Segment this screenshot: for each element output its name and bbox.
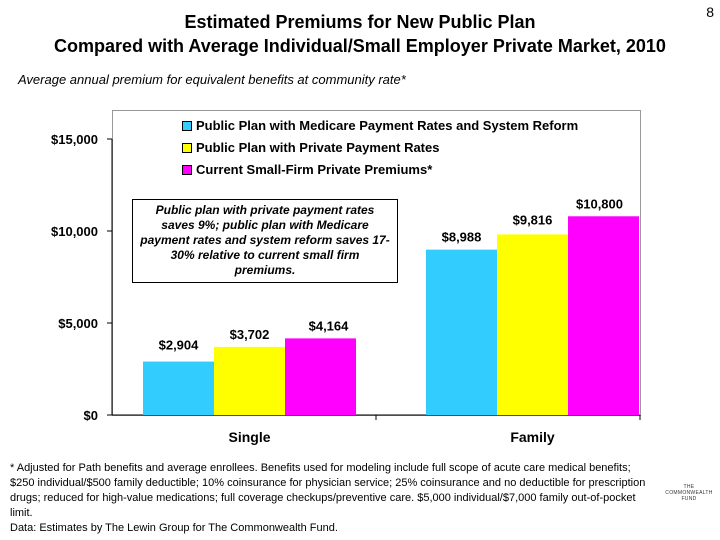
footnote: * Adjusted for Path benefits and average… bbox=[10, 461, 700, 536]
title-line-2: Compared with Average Individual/Small E… bbox=[54, 36, 666, 56]
footnote-line-1: * Adjusted for Path benefits and average… bbox=[10, 462, 631, 474]
title-line-1: Estimated Premiums for New Public Plan bbox=[184, 12, 536, 32]
y-tick-label: $10,000 bbox=[51, 224, 98, 239]
bar-family-private-rates bbox=[497, 234, 568, 415]
bar-single-private-rates bbox=[214, 346, 285, 415]
footnote-line-4: limit. bbox=[10, 507, 33, 519]
data-label-family-medicare: $8,988 bbox=[442, 230, 482, 245]
logo-line-2: COMMONWEALTH bbox=[665, 490, 713, 496]
bar-family-small-firm bbox=[568, 216, 639, 415]
legend-swatch-small-firm bbox=[182, 164, 192, 175]
legend-swatch-private-rates bbox=[182, 142, 192, 153]
logo-line-3: FUND bbox=[681, 496, 697, 502]
legend-swatch-medicare bbox=[182, 120, 192, 131]
commonwealth-fund-logo: THE COMMONWEALTH FUND bbox=[664, 484, 714, 502]
bar-single-small-firm bbox=[285, 338, 356, 415]
x-category-label-single: Single bbox=[228, 429, 270, 445]
y-tick-label: $15,000 bbox=[51, 132, 98, 147]
data-label-family-private-rates: $9,816 bbox=[513, 212, 553, 227]
legend-label-small-firm: Current Small-Firm Private Premiums* bbox=[196, 162, 433, 177]
annotation-box: Public plan with private payment rates s… bbox=[132, 199, 398, 283]
data-label-single-medicare: $2,904 bbox=[159, 338, 200, 353]
chart-subtitle: Average annual premium for equivalent be… bbox=[18, 72, 406, 87]
footnote-line-3: drugs; reduced for high-value medication… bbox=[10, 492, 636, 504]
page-number: 8 bbox=[706, 4, 714, 20]
y-tick-label: $0 bbox=[84, 408, 98, 423]
x-category-label-family: Family bbox=[510, 429, 555, 445]
legend-item-small-firm: Current Small-Firm Private Premiums* bbox=[182, 162, 432, 177]
legend-item-medicare: Public Plan with Medicare Payment Rates … bbox=[182, 118, 578, 133]
data-label-single-private-rates: $3,702 bbox=[230, 327, 270, 342]
chart-title: Estimated Premiums for New Public Plan C… bbox=[0, 10, 720, 58]
logo-line-1: THE bbox=[683, 484, 695, 490]
data-label-single-small-firm: $4,164 bbox=[309, 318, 350, 333]
legend-label-medicare: Public Plan with Medicare Payment Rates … bbox=[196, 118, 579, 133]
data-label-family-small-firm: $10,800 bbox=[576, 196, 623, 211]
footnote-source: Data: Estimates by The Lewin Group for T… bbox=[10, 522, 338, 534]
footnote-line-2: $250 individual/$500 family deductible; … bbox=[10, 477, 646, 489]
legend-item-private-rates: Public Plan with Private Payment Rates bbox=[182, 140, 439, 155]
legend-label-private-rates: Public Plan with Private Payment Rates bbox=[196, 140, 440, 155]
y-tick-label: $5,000 bbox=[58, 316, 98, 331]
bar-single-medicare bbox=[143, 361, 214, 415]
bar-family-medicare bbox=[426, 249, 497, 415]
